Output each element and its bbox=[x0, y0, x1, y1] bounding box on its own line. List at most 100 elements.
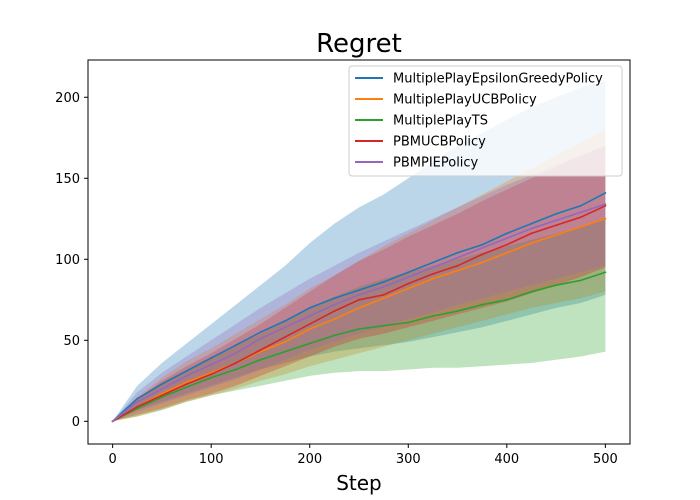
point-pbmucbpolicy bbox=[432, 273, 434, 275]
point-pbmucbpolicy bbox=[407, 282, 410, 285]
point-multipleplayts bbox=[308, 342, 311, 345]
band-multipleplayucbpolicy bbox=[112, 129, 606, 422]
point-pbmpiepolicy bbox=[530, 227, 533, 230]
point-multipleplayucbpolicy bbox=[505, 251, 508, 254]
point-pbmpiepolicy bbox=[185, 375, 188, 377]
point-multipleplayepsilongreedypolicy bbox=[210, 357, 213, 359]
point-multipleplayepsilongreedypolicy bbox=[407, 271, 410, 274]
point-pbmpiepolicy bbox=[136, 401, 139, 403]
point-multipleplayepsilongreedypolicy bbox=[604, 192, 607, 194]
point-pbmpiepolicy bbox=[234, 352, 237, 355]
point-pbmpiepolicy bbox=[308, 315, 311, 317]
point-pbmpiepolicy bbox=[555, 219, 557, 222]
point-pbmucbpolicy bbox=[555, 224, 557, 227]
legend-box bbox=[348, 65, 623, 177]
x-tick-label: 100 bbox=[199, 452, 224, 467]
point-pbmpiepolicy bbox=[259, 337, 262, 340]
point-multipleplayucbpolicy bbox=[210, 371, 213, 374]
point-multipleplayts bbox=[234, 368, 237, 371]
point-multipleplayts bbox=[284, 350, 286, 353]
point-multipleplayepsilongreedypolicy bbox=[308, 307, 311, 309]
point-multipleplayucbpolicy bbox=[382, 297, 385, 300]
point-pbmpiepolicy bbox=[284, 326, 286, 329]
point-pbmpiepolicy bbox=[456, 256, 459, 259]
point-pbmpiepolicy bbox=[358, 294, 360, 296]
point-multipleplayts bbox=[456, 310, 459, 312]
y-tick-label: 200 bbox=[55, 91, 80, 106]
point-pbmpiepolicy bbox=[382, 285, 385, 288]
point-multipleplayts bbox=[530, 290, 533, 293]
point-pbmucbpolicy bbox=[333, 310, 336, 312]
legend-label-multipleplayepsilongreedypolicy: MultiplePlayEpsilonGreedyPolicy bbox=[393, 72, 603, 87]
point-multipleplayts bbox=[555, 284, 557, 287]
point-pbmucbpolicy bbox=[259, 349, 262, 351]
point-multipleplayepsilongreedypolicy bbox=[456, 251, 459, 254]
point-multipleplayucbpolicy bbox=[456, 269, 459, 272]
x-tick-label: 500 bbox=[593, 452, 618, 467]
point-multipleplayts bbox=[432, 315, 434, 317]
point-multipleplayucbpolicy bbox=[333, 318, 336, 321]
point-pbmucbpolicy bbox=[456, 264, 459, 267]
point-pbmucbpolicy bbox=[234, 362, 237, 364]
point-multipleplayepsilongreedypolicy bbox=[481, 243, 484, 246]
point-pbmpiepolicy bbox=[579, 211, 582, 214]
point-multipleplayepsilongreedypolicy bbox=[284, 320, 286, 322]
point-pbmpiepolicy bbox=[407, 276, 410, 278]
point-pbmpiepolicy bbox=[161, 388, 163, 390]
x-tick-label: 200 bbox=[297, 452, 322, 467]
point-pbmucbpolicy bbox=[579, 216, 582, 219]
point-multipleplayepsilongreedypolicy bbox=[432, 261, 434, 264]
point-pbmpiepolicy bbox=[481, 247, 484, 249]
point-pbmucbpolicy bbox=[481, 253, 484, 256]
point-multipleplayepsilongreedypolicy bbox=[530, 222, 533, 225]
band-multipleplayts bbox=[112, 218, 606, 422]
point-pbmucbpolicy bbox=[505, 243, 508, 246]
point-pbmucbpolicy bbox=[161, 394, 163, 397]
x-tick-label: 0 bbox=[108, 452, 116, 467]
point-multipleplayepsilongreedypolicy bbox=[358, 289, 360, 291]
legend-label-multipleplayucbpolicy: MultiplePlayUCBPolicy bbox=[393, 93, 537, 108]
x-axis-label: Step bbox=[336, 471, 382, 495]
point-pbmucbpolicy bbox=[382, 294, 385, 296]
x-tick-label: 300 bbox=[396, 452, 421, 467]
point-multipleplayepsilongreedypolicy bbox=[161, 383, 163, 385]
point-multipleplayepsilongreedypolicy bbox=[259, 331, 262, 334]
point-multipleplayucbpolicy bbox=[432, 277, 434, 280]
point-multipleplayts bbox=[185, 386, 188, 389]
point-multipleplayucbpolicy bbox=[407, 287, 410, 290]
point-multipleplayucbpolicy bbox=[530, 242, 533, 245]
point-pbmpiepolicy bbox=[604, 203, 607, 206]
point-pbmpiepolicy bbox=[333, 303, 336, 306]
legend-label-multipleplayts: MultiplePlayTS bbox=[393, 114, 488, 129]
point-multipleplayucbpolicy bbox=[481, 261, 484, 264]
point-multipleplayepsilongreedypolicy bbox=[333, 297, 336, 300]
point-multipleplayts bbox=[210, 376, 213, 379]
point-pbmpiepolicy bbox=[432, 266, 434, 269]
point-pbmucbpolicy bbox=[358, 298, 360, 301]
point-multipleplayts bbox=[382, 324, 385, 327]
y-tick-label: 150 bbox=[55, 172, 80, 187]
point-multipleplayts bbox=[136, 407, 139, 410]
point-multipleplayts bbox=[481, 303, 484, 306]
point-pbmucbpolicy bbox=[185, 383, 188, 385]
point-multipleplayepsilongreedypolicy bbox=[185, 370, 188, 372]
point-multipleplayts bbox=[358, 328, 360, 330]
point-multipleplayucbpolicy bbox=[284, 341, 286, 343]
x-tick-label: 400 bbox=[494, 452, 519, 467]
band-pbmpiepolicy bbox=[112, 145, 606, 422]
point-pbmucbpolicy bbox=[530, 232, 533, 235]
point-pbmucbpolicy bbox=[284, 336, 286, 338]
legend-label-pbmpiepolicy: PBMPIEPolicy bbox=[393, 156, 479, 171]
point-pbmpiepolicy bbox=[505, 237, 508, 240]
point-multipleplayucbpolicy bbox=[358, 307, 360, 309]
point-multipleplayucbpolicy bbox=[555, 234, 557, 236]
point-multipleplayepsilongreedypolicy bbox=[382, 281, 385, 283]
point-multipleplayucbpolicy bbox=[308, 328, 311, 330]
point-multipleplayts bbox=[505, 298, 508, 301]
point-multipleplayepsilongreedypolicy bbox=[234, 344, 237, 347]
point-pbmucbpolicy bbox=[308, 323, 311, 325]
point-multipleplayucbpolicy bbox=[579, 226, 582, 228]
legend-label-pbmucbpolicy: PBMUCBPolicy bbox=[393, 135, 486, 150]
point-multipleplayepsilongreedypolicy bbox=[505, 232, 508, 235]
